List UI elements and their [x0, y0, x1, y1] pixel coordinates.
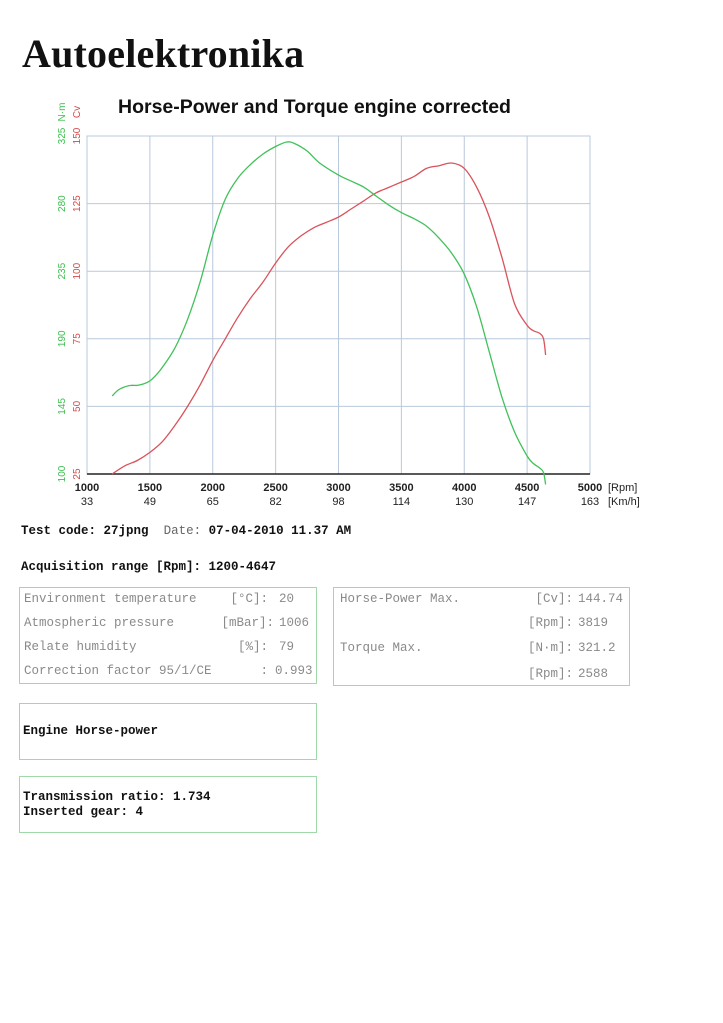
- environment-box: Environment temperature Atmospheric pres…: [19, 587, 317, 684]
- engine-box: Engine Horse-power: [19, 703, 317, 760]
- env-unit-correction: :: [260, 664, 268, 678]
- max-value-hp-rpm: 3819: [578, 616, 609, 630]
- max-value-torque: 321.2: [578, 641, 616, 655]
- test-code-label: Test code:: [21, 524, 97, 538]
- y-tick-nm: 235: [57, 262, 68, 279]
- max-unit-torque-rpm: [Rpm]:: [527, 667, 573, 681]
- x-tick-kmh: 114: [393, 496, 411, 508]
- x-tick-rpm: 2000: [201, 482, 225, 494]
- transmission-box: Transmission ratio: 1.734 Inserted gear:…: [19, 776, 317, 833]
- y-tick-nm: 325: [57, 127, 68, 144]
- y-tick-cv: 150: [72, 127, 83, 144]
- x-tick-kmh: 65: [207, 496, 219, 508]
- test-code-line: Test code: 27jpng Date: 07-04-2010 11.37…: [21, 524, 351, 538]
- inserted-gear-value: 4: [135, 805, 144, 819]
- max-label-hp: Horse-Power Max.: [340, 592, 461, 606]
- x-tick-kmh: 33: [81, 496, 93, 508]
- date-value: 07-04-2010 11.37 AM: [208, 524, 352, 538]
- max-label-torque: Torque Max.: [340, 641, 423, 655]
- inserted-gear-label: Inserted gear:: [23, 805, 129, 819]
- env-value-temperature: 20: [279, 592, 295, 606]
- y-tick-cv: 25: [72, 468, 83, 480]
- x-tick-rpm: 4000: [452, 482, 476, 494]
- x-unit-rpm: [Rpm]: [608, 482, 637, 494]
- chart-title: Horse-Power and Torque engine corrected: [118, 96, 511, 118]
- y-axis-label-nm: N·m: [57, 103, 68, 122]
- y-axis-label-cv: Cv: [72, 106, 83, 118]
- env-value-humidity: 79: [279, 640, 295, 654]
- env-unit-humidity: [%]:: [237, 640, 268, 654]
- x-tick-rpm: 1000: [75, 482, 99, 494]
- max-value-torque-rpm: 2588: [578, 667, 609, 681]
- x-tick-kmh: 49: [144, 496, 156, 508]
- env-row-humidity: Relate humidity: [24, 640, 137, 654]
- test-code-value: 27jpng: [103, 524, 149, 538]
- env-unit-pressure: [mBar]:: [221, 616, 274, 630]
- env-unit-temperature: [°C]:: [230, 592, 268, 606]
- env-value-correction: 0.993: [275, 664, 313, 678]
- transmission-ratio-label: Transmission ratio:: [23, 790, 166, 804]
- env-row-pressure: Atmospheric pressure: [24, 616, 175, 630]
- maxima-box: Horse-Power Max. Torque Max. [Cv]: [Rpm]…: [333, 587, 630, 686]
- x-tick-rpm: 3000: [326, 482, 350, 494]
- env-value-pressure: 1006: [279, 616, 310, 630]
- env-row-temperature: Environment temperature: [24, 592, 197, 606]
- y-tick-nm: 280: [57, 195, 68, 212]
- transmission-ratio-value: 1.734: [173, 790, 211, 804]
- x-tick-kmh: 147: [518, 496, 536, 508]
- y-tick-nm: 190: [57, 330, 68, 347]
- x-tick-kmh: 98: [332, 496, 344, 508]
- x-tick-kmh: 163: [581, 496, 599, 508]
- acquisition-range-label: Acquisition range [Rpm]:: [21, 560, 202, 574]
- x-tick-kmh: 82: [270, 496, 282, 508]
- max-unit-hp: [Cv]:: [535, 592, 573, 606]
- max-unit-torque: [N·m]:: [527, 641, 573, 655]
- max-unit-hp-rpm: [Rpm]:: [527, 616, 573, 630]
- acquisition-range-line: Acquisition range [Rpm]: 1200-4647: [21, 560, 276, 574]
- transmission-ratio: Transmission ratio: 1.734: [23, 790, 211, 804]
- x-unit-kmh: [Km/h]: [608, 496, 640, 508]
- series-torque-line: [111, 141, 547, 485]
- engine-box-text: Engine Horse-power: [23, 724, 159, 738]
- y-tick-cv: 100: [72, 262, 83, 279]
- y-tick-cv: 75: [72, 333, 83, 345]
- series-horse-power-line: [111, 162, 547, 475]
- x-tick-kmh: 130: [455, 496, 473, 508]
- y-tick-nm: 100: [57, 465, 68, 482]
- y-tick-nm: 145: [57, 398, 68, 415]
- date-label: Date:: [163, 524, 202, 538]
- max-value-hp: 144.74: [578, 592, 624, 606]
- x-tick-rpm: 5000: [578, 482, 602, 494]
- env-row-correction: Correction factor 95/1/CE: [24, 664, 212, 678]
- x-tick-rpm: 4500: [515, 482, 539, 494]
- dyno-chart: 1000 33 1500 49 2000 65 2500 82 3000 98 3500 114 400…: [57, 103, 640, 508]
- inserted-gear: Inserted gear: 4: [23, 805, 143, 819]
- x-tick-rpm: 2500: [263, 482, 287, 494]
- x-tick-rpm: 3500: [389, 482, 413, 494]
- y-tick-cv: 50: [72, 400, 83, 412]
- x-tick-rpm: 1500: [138, 482, 162, 494]
- acquisition-range-value: 1200-4647: [208, 560, 277, 574]
- y-tick-cv: 125: [72, 195, 83, 212]
- brand-title: Autoelektronika: [22, 31, 305, 76]
